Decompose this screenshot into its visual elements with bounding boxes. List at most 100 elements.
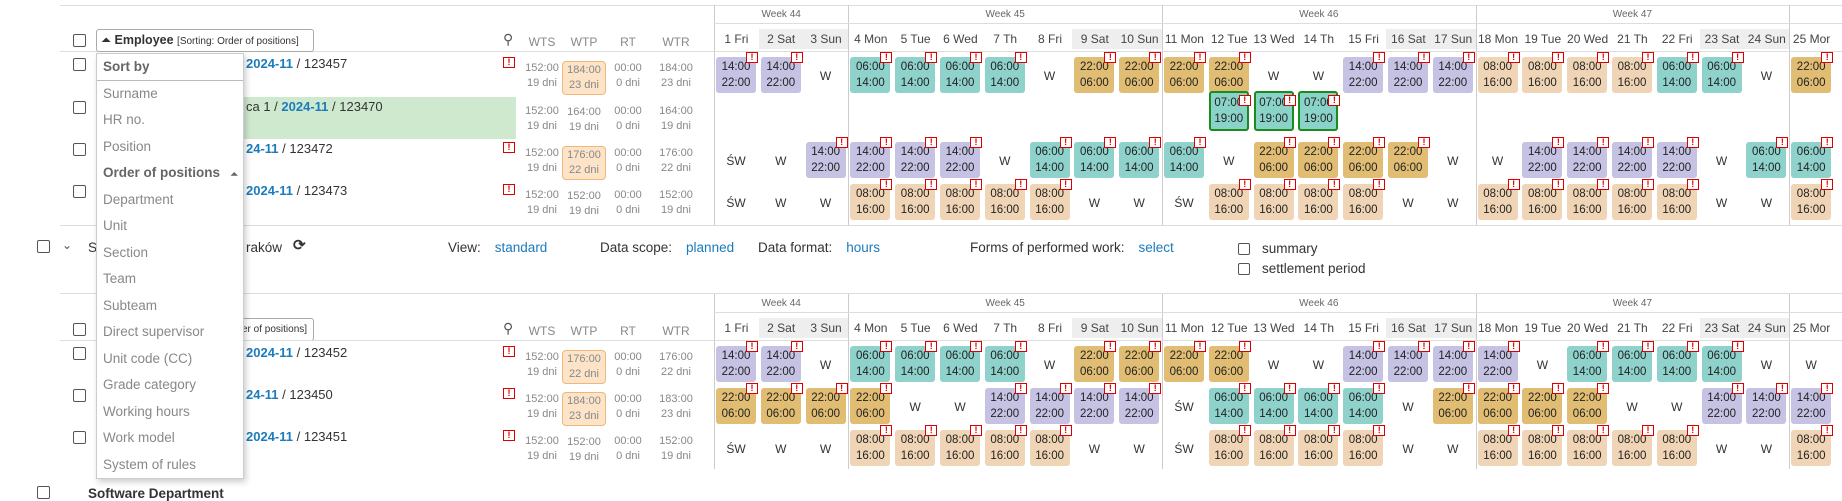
shift-cell[interactable]: 08:00 16:00: [1029, 184, 1070, 220]
sort-option[interactable]: Surname: [103, 85, 158, 101]
shift-cell[interactable]: 08:00 16:00: [1208, 184, 1249, 220]
shift-cell[interactable]: 08:00 16:00: [895, 430, 936, 466]
shift-cell[interactable]: 14:00 22:00: [1701, 388, 1742, 424]
shift-cell[interactable]: 06:00 14:00: [1119, 142, 1160, 178]
shift-cell[interactable]: 06:00 14:00: [850, 346, 891, 382]
shift-cell[interactable]: 08:00 16:00: [940, 430, 980, 466]
period-link[interactable]: 2024-11: [246, 345, 293, 360]
shift-cell[interactable]: 08:00 16:00: [1567, 57, 1608, 93]
period-link[interactable]: 24-11: [246, 141, 279, 156]
shift-cell[interactable]: 14:00 22:00: [1343, 346, 1384, 382]
shift-cell[interactable]: 14:00 22:00: [1029, 388, 1070, 424]
shift-cell[interactable]: 07:00 19:00: [1253, 91, 1294, 131]
shift-cell[interactable]: 14:00 22:00: [1791, 388, 1832, 424]
row-checkbox[interactable]: [73, 347, 86, 360]
search-icon-2[interactable]: ⚲: [503, 320, 514, 336]
sort-option[interactable]: Team: [103, 271, 137, 286]
sort-option[interactable]: Working hours: [103, 403, 190, 419]
shift-cell[interactable]: 06:00 14:00: [1029, 142, 1070, 178]
select-all-checkbox-1[interactable]: [73, 34, 86, 47]
shift-cell[interactable]: 22:00 06:00: [1298, 142, 1339, 178]
forms-value-link[interactable]: select: [1138, 240, 1174, 255]
shift-cell[interactable]: 14:00 22:00: [895, 142, 936, 178]
shift-cell[interactable]: 08:00 16:00: [1477, 430, 1518, 466]
shift-cell[interactable]: 06:00 14:00: [1074, 142, 1115, 178]
sort-option[interactable]: Grade category: [103, 377, 197, 392]
period-link[interactable]: 2024-11: [281, 99, 329, 114]
shift-cell[interactable]: 08:00 16:00: [1522, 430, 1563, 466]
shift-cell[interactable]: 14:00 22:00: [1656, 142, 1697, 178]
employee-sort-button-1[interactable]: ⏶ Employee [Sorting: Order of positions]: [96, 29, 314, 52]
sort-option[interactable]: Direct supervisor: [103, 324, 205, 339]
shift-cell[interactable]: 08:00 16:00: [1567, 430, 1608, 466]
shift-cell[interactable]: 06:00 14:00: [1791, 142, 1832, 178]
shift-cell[interactable]: 08:00 16:00: [1343, 430, 1384, 466]
shift-cell[interactable]: 14:00 22:00: [1119, 388, 1160, 424]
shift-cell[interactable]: 22:00 06:00: [1343, 142, 1384, 178]
format-value-link[interactable]: hours: [846, 240, 881, 255]
shift-cell[interactable]: 14:00 22:00: [1477, 346, 1518, 382]
shift-cell[interactable]: 08:00 16:00: [1791, 430, 1832, 466]
view-value-link[interactable]: standard: [494, 240, 548, 255]
shift-cell[interactable]: 22:00 06:00: [716, 388, 756, 424]
period-link[interactable]: 2024-11: [246, 183, 293, 198]
shift-cell[interactable]: 08:00 16:00: [1477, 57, 1518, 93]
shift-cell[interactable]: 14:00 22:00: [716, 346, 756, 382]
shift-cell[interactable]: 14:00 22:00: [1522, 142, 1563, 178]
shift-cell[interactable]: 22:00 06:00: [1253, 142, 1294, 178]
shift-cell[interactable]: 22:00 06:00: [1208, 57, 1249, 93]
shift-cell[interactable]: 08:00 16:00: [1656, 430, 1697, 466]
summary-checkbox[interactable]: [1238, 243, 1250, 255]
shift-cell[interactable]: 22:00 06:00: [1119, 57, 1160, 93]
shift-cell[interactable]: 08:00 16:00: [1298, 184, 1339, 220]
shift-cell[interactable]: 22:00 06:00: [850, 388, 891, 424]
shift-cell[interactable]: 08:00 16:00: [984, 430, 1025, 466]
shift-cell[interactable]: 22:00 06:00: [1567, 388, 1608, 424]
shift-cell[interactable]: 14:00 22:00: [1746, 388, 1787, 424]
shift-cell[interactable]: 06:00 14:00: [1567, 346, 1608, 382]
shift-cell[interactable]: 08:00 16:00: [1343, 184, 1384, 220]
shift-cell[interactable]: 06:00 14:00: [1746, 142, 1787, 178]
sort-option[interactable]: Order of positions ⏶: [97, 160, 243, 187]
shift-cell[interactable]: 14:00 22:00: [1074, 388, 1115, 424]
sort-option[interactable]: Position: [103, 138, 152, 154]
shift-cell[interactable]: 08:00 16:00: [1253, 184, 1294, 220]
group-checkbox[interactable]: [37, 240, 50, 253]
row-checkbox[interactable]: [73, 389, 86, 402]
shift-cell[interactable]: 08:00 16:00: [1612, 430, 1652, 466]
employee-sort-button-2[interactable]: er of positions]: [240, 318, 314, 341]
row-checkbox[interactable]: [73, 185, 86, 198]
shift-cell[interactable]: 22:00 06:00: [1388, 142, 1428, 178]
shift-cell[interactable]: 06:00 14:00: [940, 346, 980, 382]
shift-cell[interactable]: 08:00 16:00: [1477, 184, 1518, 220]
period-link[interactable]: 2024-11: [246, 429, 293, 444]
shift-cell[interactable]: 22:00 06:00: [1522, 388, 1563, 424]
shift-cell[interactable]: 08:00 16:00: [1791, 184, 1832, 220]
shift-cell[interactable]: 08:00 16:00: [1253, 430, 1294, 466]
shift-cell[interactable]: 06:00 14:00: [1656, 346, 1697, 382]
shift-cell[interactable]: 22:00 06:00: [1074, 57, 1115, 93]
shift-cell[interactable]: 14:00 22:00: [1343, 57, 1384, 93]
shift-cell[interactable]: 06:00 14:00: [1164, 142, 1204, 178]
shift-cell[interactable]: 22:00 06:00: [760, 388, 801, 424]
shift-cell[interactable]: 22:00 06:00: [805, 388, 846, 424]
shift-cell[interactable]: 22:00 06:00: [1119, 346, 1160, 382]
shift-cell[interactable]: 06:00 14:00: [1343, 388, 1384, 424]
shift-cell[interactable]: 14:00 22:00: [1432, 346, 1473, 382]
shift-cell[interactable]: 08:00 16:00: [1029, 430, 1070, 466]
shift-cell[interactable]: 14:00 22:00: [716, 57, 756, 93]
sort-option[interactable]: Unit code (CC): [103, 350, 193, 366]
sort-option[interactable]: Subteam: [103, 297, 158, 313]
row-checkbox[interactable]: [73, 143, 86, 156]
shift-cell[interactable]: 14:00 22:00: [760, 57, 801, 93]
period-link[interactable]: 2024-11: [246, 56, 293, 71]
shift-cell[interactable]: 08:00 16:00: [1612, 57, 1652, 93]
shift-cell[interactable]: 06:00 14:00: [1298, 388, 1339, 424]
sort-option[interactable]: Work model: [103, 430, 175, 445]
shift-cell[interactable]: 06:00 14:00: [1253, 388, 1294, 424]
shift-cell[interactable]: 08:00 16:00: [1612, 184, 1652, 220]
employee-name[interactable]: 24-11 / 123472: [246, 141, 333, 156]
shift-cell[interactable]: 22:00 06:00: [1164, 57, 1204, 93]
shift-cell[interactable]: 22:00 06:00: [1791, 57, 1832, 93]
row-checkbox[interactable]: [73, 101, 86, 114]
